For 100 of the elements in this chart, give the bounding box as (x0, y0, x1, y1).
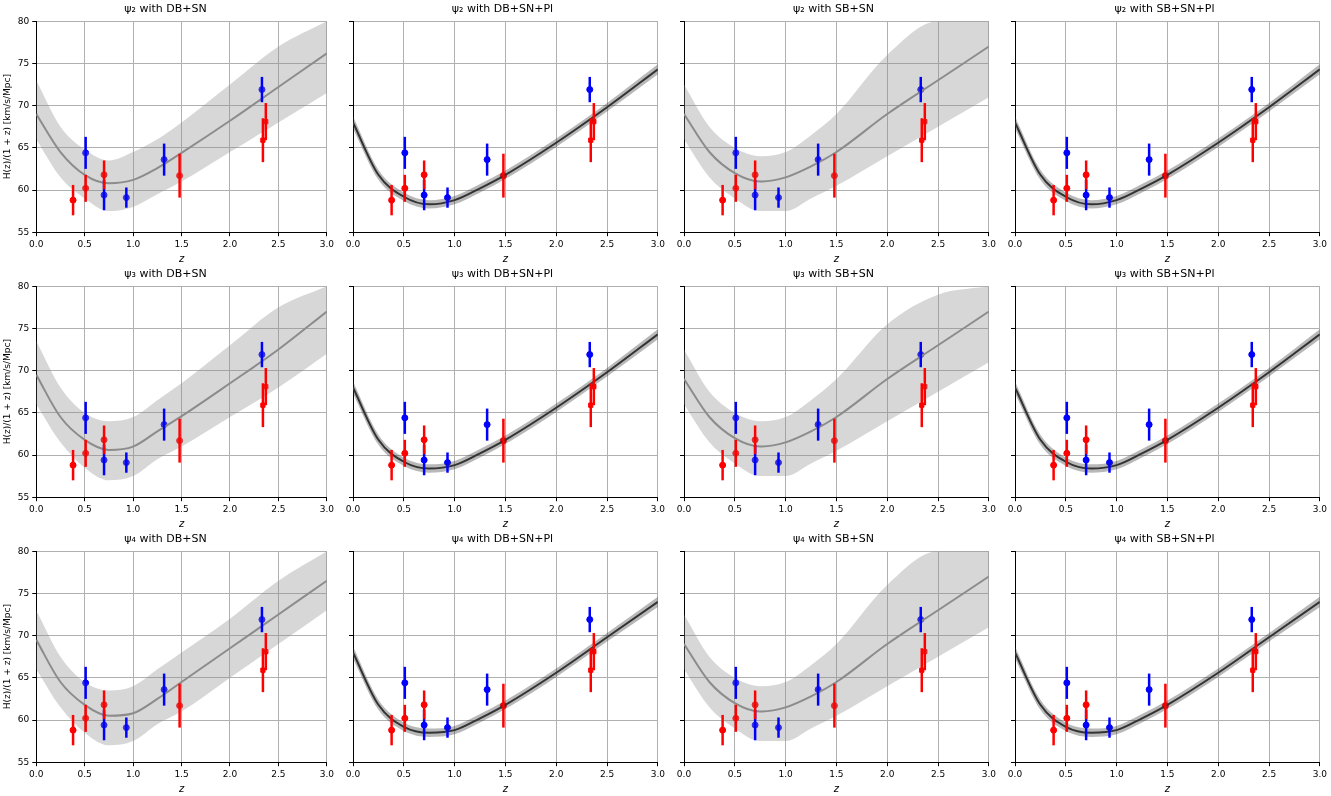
x-tick-label: 1.0 (125, 238, 141, 249)
x-tick-label: 1.0 (447, 503, 463, 514)
x-tick-label: 1.0 (1109, 768, 1125, 779)
x-tick-label: 0.0 (345, 503, 361, 514)
x-tick-label: 0.5 (727, 238, 742, 249)
x-axis-title: z (1163, 782, 1171, 794)
x-tick-label: 0.5 (727, 768, 742, 779)
chart-title: ψ₄ with SB+SN+Pl (1114, 532, 1215, 546)
x-axis-title: z (832, 782, 840, 794)
x-tick-label: 1.5 (1160, 503, 1175, 514)
y-tick-label: 70 (17, 99, 30, 110)
y-tick-label: 80 (17, 545, 30, 556)
x-tick-label: 2.0 (222, 503, 238, 514)
x-tick-label: 2.0 (880, 503, 895, 514)
y-tick-label: 55 (17, 491, 30, 502)
x-tick-label: 2.0 (222, 238, 238, 249)
x-axis-title: z (177, 252, 185, 264)
x-tick-label: 1.5 (1160, 238, 1175, 249)
x-tick-label: 1.0 (778, 503, 794, 514)
y-tick-label: 70 (17, 364, 30, 375)
x-tick-label: 0.0 (1007, 238, 1023, 249)
x-tick-label: 2.5 (1261, 503, 1277, 514)
x-tick-label: 0.0 (29, 768, 44, 779)
chart-title: ψ₂ with SB+SN+Pl (1114, 2, 1215, 16)
x-tick-label: 0.5 (396, 768, 411, 779)
y-tick-label: 60 (17, 184, 30, 195)
x-tick-label: 3.0 (319, 238, 335, 249)
x-tick-label: 1.5 (174, 768, 189, 779)
y-tick-label: 75 (17, 322, 30, 333)
x-tick-label: 3.0 (1312, 503, 1328, 514)
x-tick-label: 2.0 (222, 768, 238, 779)
y-tick-label: 75 (17, 587, 30, 598)
x-tick-label: 1.5 (174, 238, 189, 249)
x-tick-label: 2.5 (271, 768, 286, 779)
x-tick-label: 1.0 (447, 768, 463, 779)
x-tick-label: 2.5 (599, 768, 615, 779)
x-tick-label: 1.5 (829, 238, 844, 249)
x-tick-label: 1.0 (778, 238, 794, 249)
y-tick-label: 65 (17, 142, 30, 153)
x-tick-label: 0.5 (1058, 768, 1073, 779)
x-tick-label: 2.0 (880, 238, 895, 249)
line-series (36, 52, 327, 185)
x-tick-label: 2.5 (930, 768, 946, 779)
x-tick-label: 1.5 (498, 238, 513, 249)
chart-title: ψ₃ with SB+SN+Pl (1114, 267, 1215, 281)
x-tick-label: 2.5 (1261, 768, 1277, 779)
chart-title: ψ₂ with DB+SN (124, 2, 207, 16)
y-tick-label: 60 (17, 714, 30, 725)
chart-title: ψ₄ with DB+SN+Pl (451, 532, 554, 546)
x-tick-label: 1.0 (447, 238, 463, 249)
x-tick-label: 1.5 (829, 768, 844, 779)
x-axis-title: z (832, 252, 840, 264)
x-tick-label: 2.5 (930, 503, 946, 514)
x-tick-label: 1.0 (1109, 238, 1125, 249)
x-tick-label: 0.5 (77, 238, 92, 249)
x-tick-label: 3.0 (650, 238, 666, 249)
y-tick-label: 65 (17, 407, 30, 418)
x-tick-label: 0.0 (676, 768, 692, 779)
x-tick-label: 1.0 (1109, 503, 1125, 514)
x-tick-label: 0.5 (1058, 238, 1073, 249)
x-tick-label: 3.0 (319, 768, 335, 779)
x-tick-label: 0.5 (77, 503, 92, 514)
x-axis-title: z (501, 517, 509, 529)
chart-title: ψ₃ with DB+SN (124, 267, 207, 281)
y-axis-title: H(z)/(1 + z) [km/s/Mpc] (1, 604, 12, 710)
x-axis-title: z (501, 782, 509, 794)
x-axis-title: z (832, 517, 840, 529)
y-tick-label: 55 (17, 226, 30, 237)
y-axis-title: H(z)/(1 + z) [km/s/Mpc] (1, 339, 12, 445)
x-tick-label: 0.5 (396, 503, 411, 514)
x-tick-label: 0.5 (396, 238, 411, 249)
line-series (36, 310, 327, 451)
x-tick-label: 2.5 (271, 503, 286, 514)
x-tick-label: 3.0 (1312, 238, 1328, 249)
x-tick-label: 2.5 (599, 238, 615, 249)
x-tick-label: 2.0 (880, 768, 895, 779)
x-tick-label: 3.0 (650, 768, 666, 779)
x-tick-label: 1.5 (829, 503, 844, 514)
x-tick-label: 0.5 (727, 503, 742, 514)
chart-title: ψ₃ with SB+SN (793, 267, 874, 281)
x-tick-label: 0.0 (1007, 768, 1023, 779)
y-tick-label: 80 (17, 280, 30, 291)
x-tick-label: 1.5 (498, 768, 513, 779)
x-tick-label: 1.0 (125, 768, 141, 779)
x-tick-label: 2.5 (599, 503, 615, 514)
x-tick-label: 3.0 (1312, 768, 1328, 779)
x-tick-label: 3.0 (981, 503, 997, 514)
chart-title: ψ₄ with DB+SN (124, 532, 207, 546)
x-tick-label: 2.0 (549, 238, 564, 249)
y-tick-label: 65 (17, 672, 30, 683)
x-axis-title: z (177, 517, 185, 529)
x-tick-label: 1.5 (498, 503, 513, 514)
x-tick-label: 3.0 (981, 768, 997, 779)
x-axis-title: z (501, 252, 509, 264)
x-tick-label: 0.0 (29, 238, 44, 249)
x-tick-label: 0.0 (676, 503, 692, 514)
x-tick-label: 0.0 (676, 238, 692, 249)
x-tick-label: 2.0 (549, 503, 564, 514)
line-series (36, 579, 327, 717)
x-tick-label: 0.0 (345, 238, 361, 249)
